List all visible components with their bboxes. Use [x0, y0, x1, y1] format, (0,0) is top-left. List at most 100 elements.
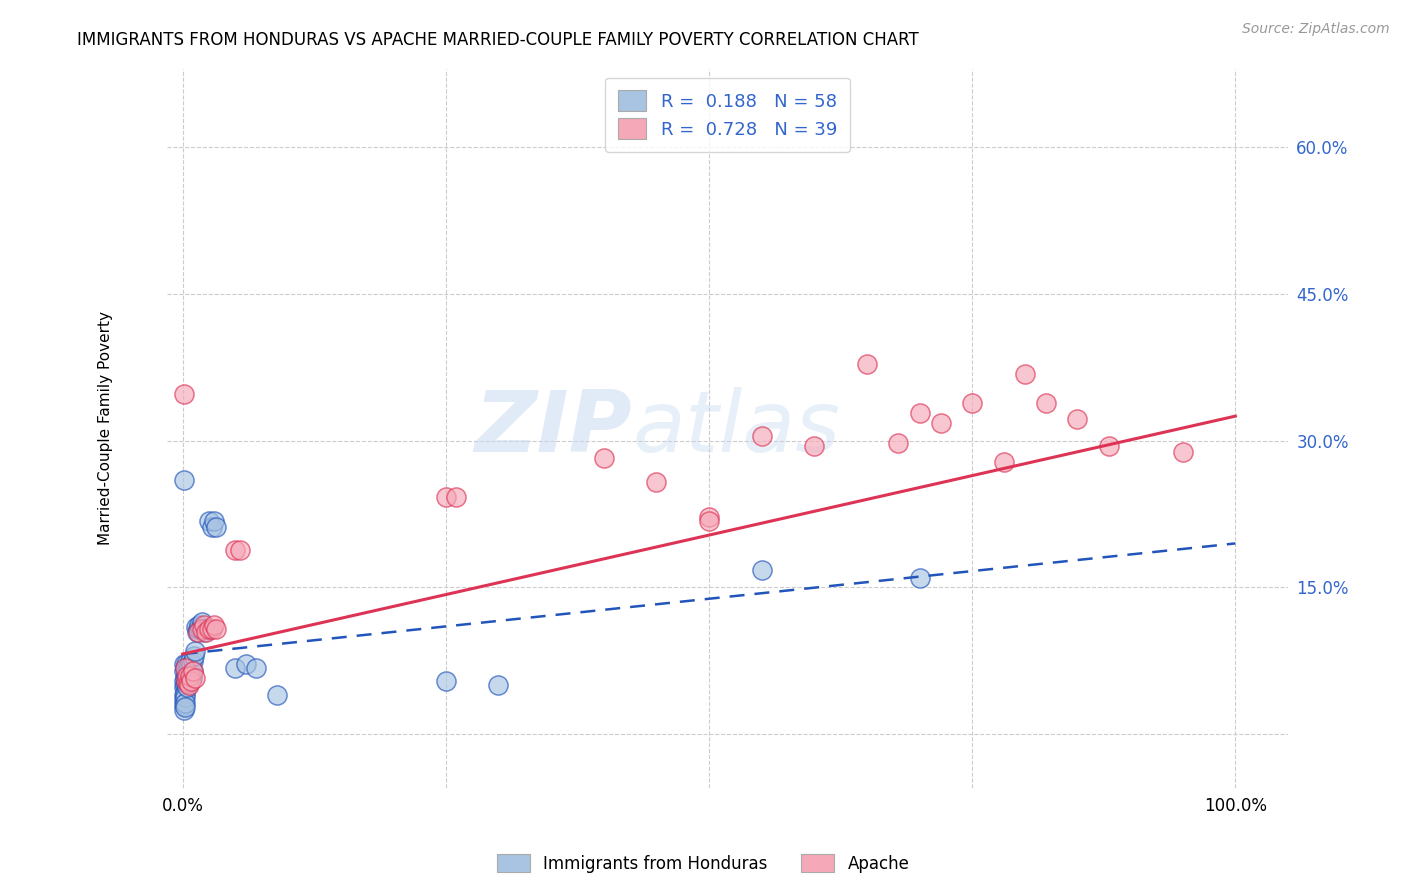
Point — [173, 664, 195, 678]
Point — [177, 661, 200, 675]
Point — [173, 386, 195, 401]
Point — [174, 668, 197, 682]
Point — [174, 657, 197, 671]
Point — [224, 661, 246, 675]
Point — [173, 700, 195, 714]
Point — [751, 563, 773, 577]
Point — [434, 673, 457, 688]
Point — [180, 657, 202, 671]
Point — [177, 658, 200, 673]
Point — [173, 690, 195, 705]
Point — [190, 615, 212, 629]
Point — [592, 451, 614, 466]
Point — [177, 673, 200, 688]
Legend: R =  0.188   N = 58, R =  0.728   N = 39: R = 0.188 N = 58, R = 0.728 N = 39 — [605, 78, 849, 152]
Point — [1066, 412, 1088, 426]
Point — [176, 668, 198, 682]
Point — [190, 622, 212, 636]
Point — [205, 520, 228, 534]
Point — [176, 661, 198, 675]
Point — [186, 624, 208, 639]
Point — [173, 681, 195, 695]
Point — [198, 514, 221, 528]
Point — [697, 510, 720, 524]
Point — [960, 396, 983, 410]
Point — [434, 491, 457, 505]
Point — [177, 666, 200, 681]
Text: IMMIGRANTS FROM HONDURAS VS APACHE MARRIED-COUPLE FAMILY POVERTY CORRELATION CHA: IMMIGRANTS FROM HONDURAS VS APACHE MARRI… — [77, 31, 920, 49]
Point — [173, 686, 195, 700]
Text: ZIP: ZIP — [474, 387, 633, 470]
Point — [179, 668, 201, 682]
Point — [179, 664, 201, 678]
Point — [229, 543, 252, 558]
Point — [993, 455, 1015, 469]
Text: Source: ZipAtlas.com: Source: ZipAtlas.com — [1241, 22, 1389, 37]
Point — [173, 673, 195, 688]
Point — [193, 617, 215, 632]
Point — [186, 620, 208, 634]
Point — [190, 622, 212, 636]
Point — [181, 671, 204, 685]
Point — [1014, 367, 1036, 381]
Point — [1098, 438, 1121, 452]
Point — [179, 654, 201, 668]
Point — [205, 622, 228, 636]
Point — [187, 622, 209, 636]
Point — [697, 514, 720, 528]
Point — [645, 475, 668, 489]
Legend: Immigrants from Honduras, Apache: Immigrants from Honduras, Apache — [489, 847, 917, 880]
Point — [191, 622, 214, 636]
Point — [929, 416, 952, 430]
Point — [173, 661, 195, 675]
Point — [184, 644, 207, 658]
Point — [486, 678, 509, 692]
Point — [887, 435, 910, 450]
Text: Married-Couple Family Poverty: Married-Couple Family Poverty — [97, 311, 112, 545]
Point — [446, 491, 468, 505]
Point — [198, 622, 221, 636]
Point — [173, 657, 195, 671]
Point — [266, 688, 288, 702]
Point — [194, 624, 217, 639]
Point — [173, 688, 195, 702]
Point — [202, 514, 225, 528]
Point — [235, 657, 257, 671]
Point — [188, 617, 211, 632]
Point — [181, 664, 204, 678]
Point — [180, 673, 202, 688]
Point — [173, 703, 195, 717]
Point — [1035, 396, 1057, 410]
Point — [173, 678, 195, 692]
Point — [201, 622, 224, 636]
Point — [176, 681, 198, 695]
Point — [201, 520, 224, 534]
Point — [181, 664, 204, 678]
Point — [180, 668, 202, 682]
Point — [174, 673, 197, 688]
Point — [193, 624, 215, 639]
Point — [245, 661, 267, 675]
Point — [177, 676, 200, 690]
Point — [173, 696, 195, 710]
Point — [856, 357, 879, 371]
Point — [183, 648, 205, 663]
Point — [803, 438, 825, 452]
Point — [173, 473, 195, 487]
Point — [173, 671, 195, 685]
Point — [174, 676, 197, 690]
Point — [177, 666, 200, 681]
Point — [173, 661, 195, 675]
Point — [184, 671, 207, 685]
Point — [177, 678, 200, 692]
Point — [173, 698, 195, 712]
Point — [751, 428, 773, 442]
Point — [908, 571, 931, 585]
Point — [187, 624, 209, 639]
Point — [173, 693, 195, 707]
Point — [194, 622, 217, 636]
Point — [181, 664, 204, 678]
Point — [176, 671, 198, 685]
Point — [908, 406, 931, 420]
Text: atlas: atlas — [633, 387, 841, 470]
